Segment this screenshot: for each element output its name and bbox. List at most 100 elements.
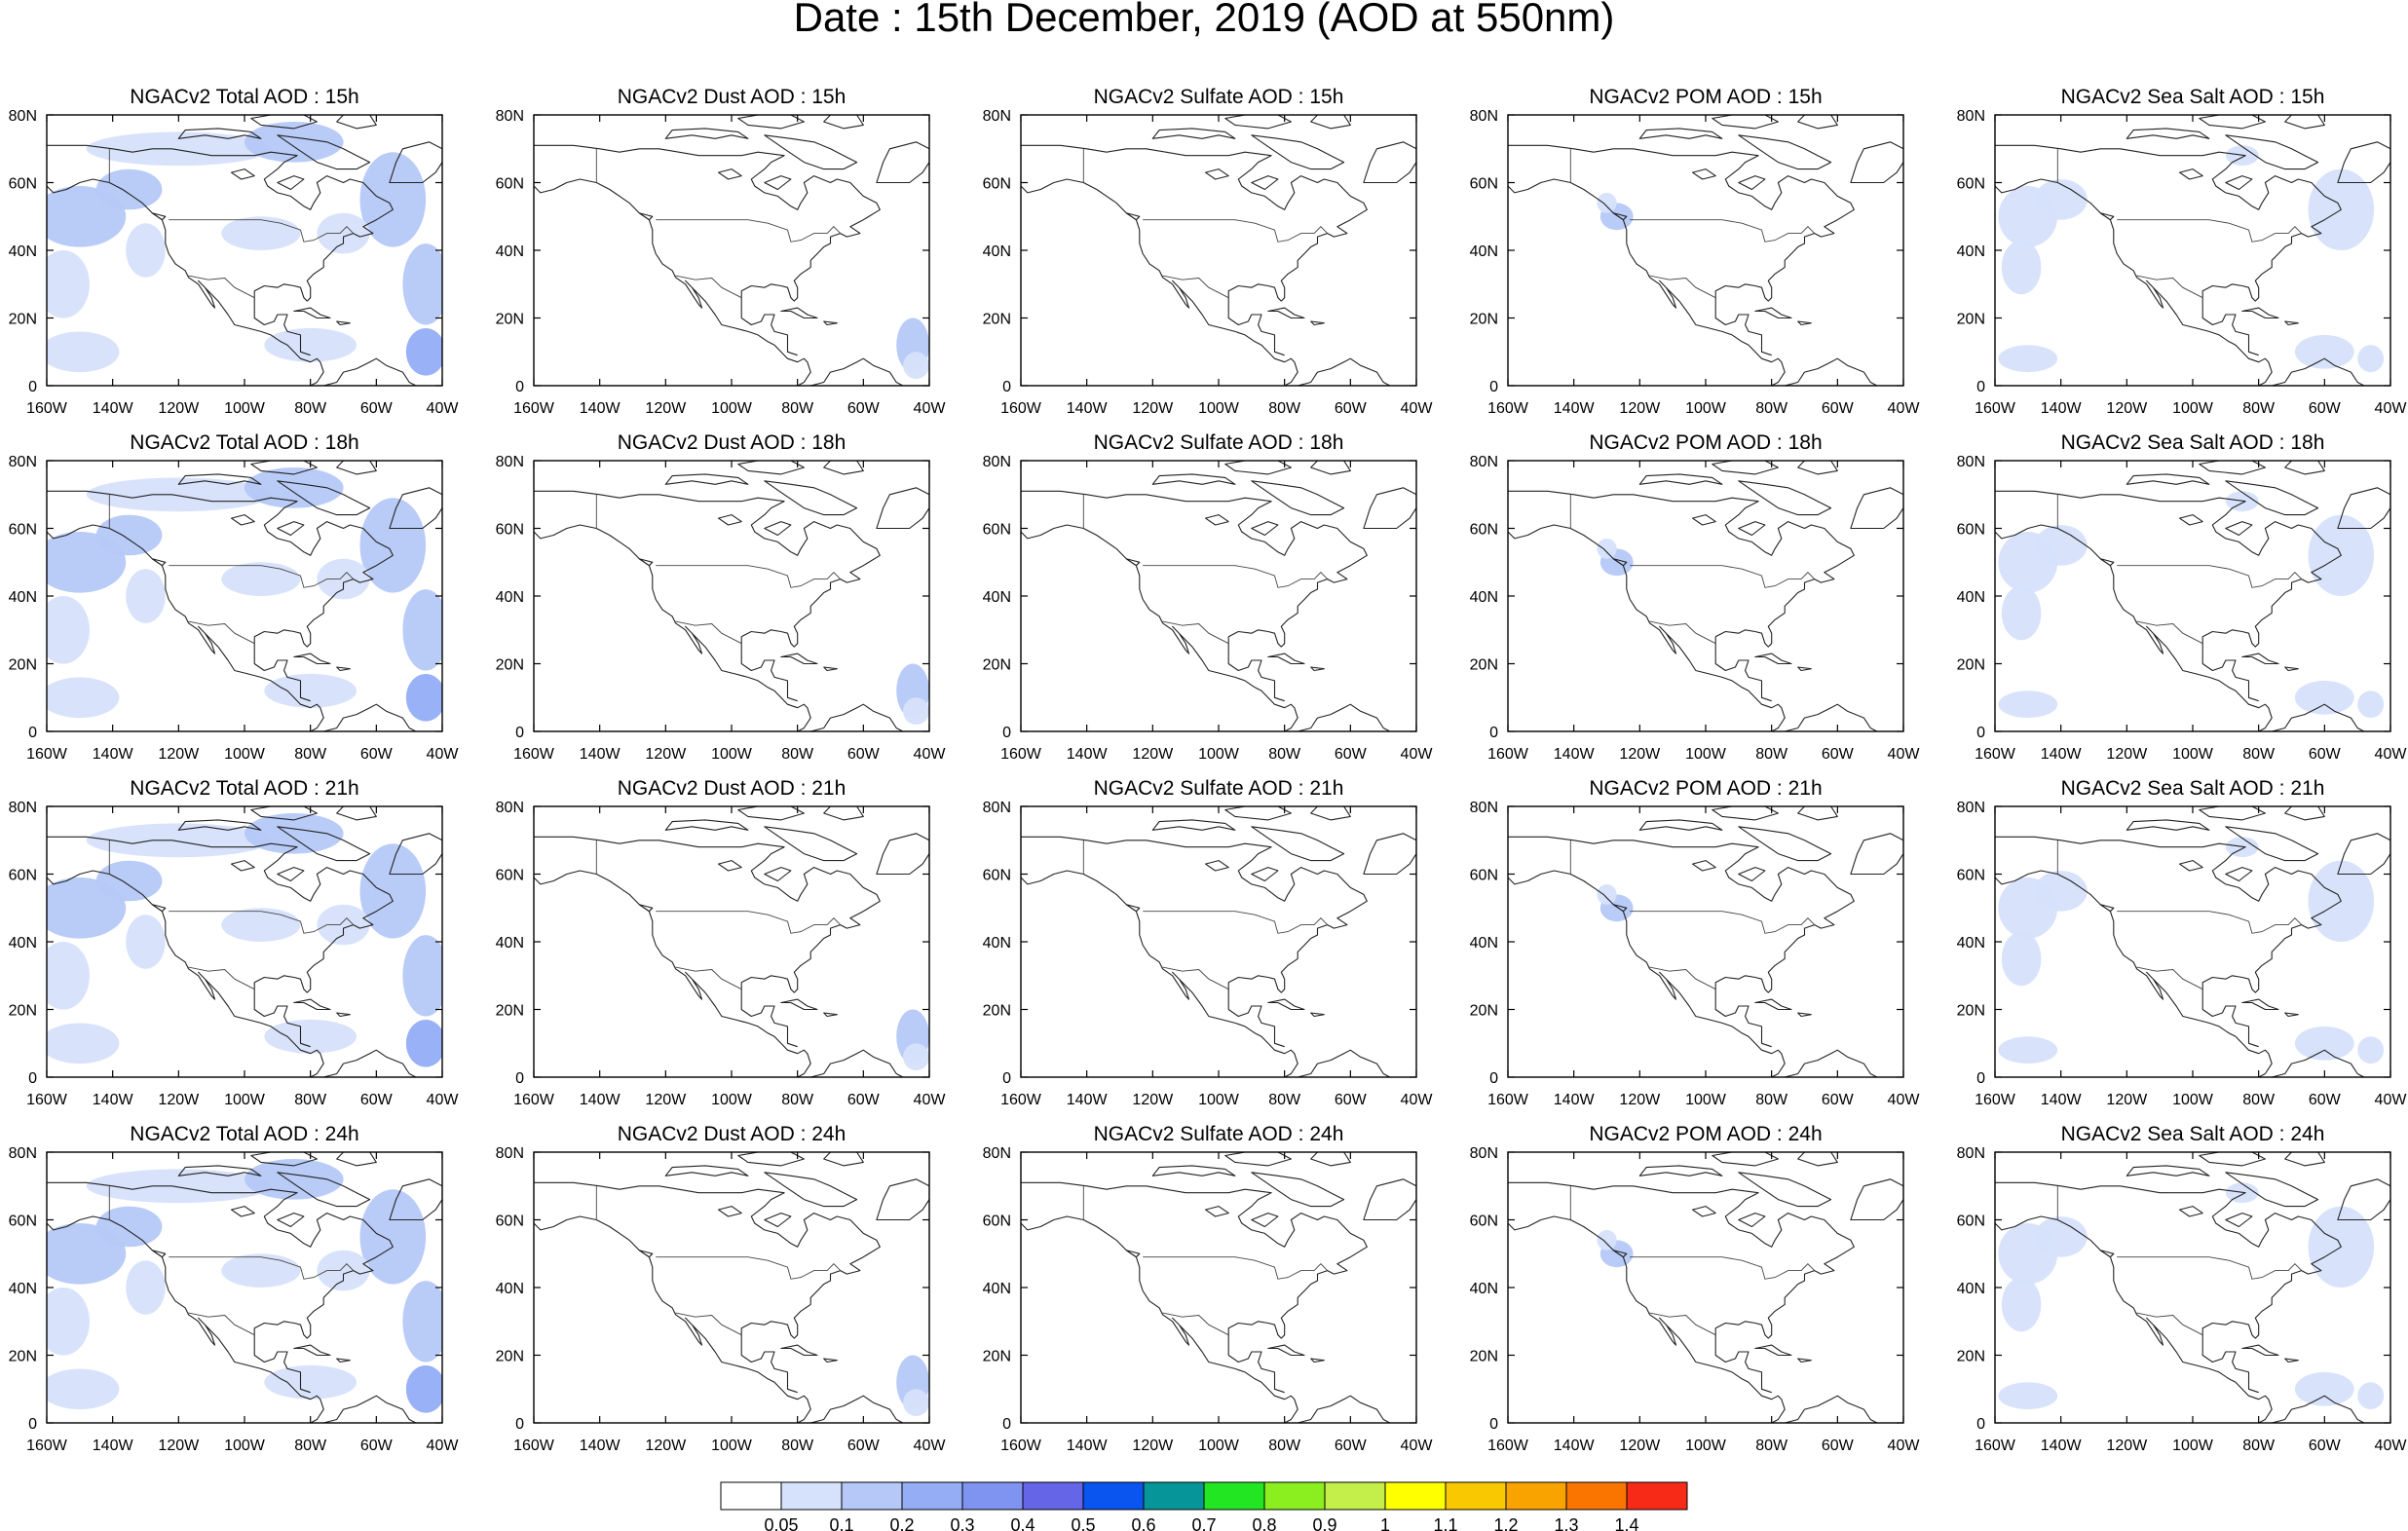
lat-tick-label: 80N [1470,800,1498,816]
country-border [2136,966,2203,990]
colorbar-label: 0.7 [1191,1515,1216,1531]
aod-region [903,697,929,726]
lon-tick-label: 80W [1755,746,1788,763]
island-outline [2284,666,2299,672]
map-panel-dust-18h: NGACv2 Dust AOD : 18h 160W 140W 120W 100W 80W… [496,431,947,763]
lon-tick-label: 60W [1335,1092,1368,1108]
colorbar-box [1565,1481,1628,1511]
lon-tick-label: 60W [1335,746,1368,763]
panel-title: NGACv2 Total AOD : 21h [130,777,358,800]
aod-region [47,1368,120,1410]
country-border [656,219,842,243]
lon-tick-label: 100W [2172,400,2214,417]
lon-tick-label: 40W [2375,1438,2408,1454]
colorbar-label: 0.8 [1252,1515,1276,1531]
lon-tick-label: 40W [1401,1092,1434,1108]
map-panel-total-15h: NGACv2 Total AOD : 15h 160W 140W 120W 100W 80… [9,86,460,417]
coastline [534,1181,881,1394]
island-outline [230,514,255,526]
lat-tick-label: 20N [496,312,524,328]
country-border [188,620,255,645]
lon-tick-label: 60W [847,1092,881,1108]
island-outline [1754,653,1792,665]
lon-tick-label: 120W [1132,1438,1174,1454]
colorbar-label: 0.6 [1131,1515,1155,1531]
lon-tick-label: 140W [93,1092,134,1108]
island-outline [2199,806,2266,821]
colorbar-label: 1.2 [1493,1515,1518,1531]
island-outline [1754,1344,1792,1357]
lon-tick-label: 40W [1401,400,1434,417]
island-outline [2126,473,2210,485]
aod-field [47,1152,442,1423]
lat-tick-label: 60N [496,868,524,884]
lat-tick-label: 40N [496,935,524,952]
island-outline [2178,168,2203,180]
lat-tick-label: 80N [983,800,1011,816]
lat-tick-label: 80N [496,454,524,470]
lat-tick-label: 20N [1470,1003,1498,1020]
aod-region [86,477,271,512]
aod-region [1597,539,1617,559]
colorbar-label: 0.5 [1071,1515,1095,1531]
colorbar-box [780,1481,843,1511]
lon-tick-label: 60W [360,1438,394,1454]
lat-tick-label: 0 [515,379,524,395]
lon-tick-label: 100W [1685,1438,1727,1454]
lat-tick-label: 20N [9,657,37,674]
island-outline [1797,115,1838,130]
aod-field [1508,806,1903,1077]
coastline [1508,490,1855,702]
aod-region [405,1020,442,1067]
aod-region [245,467,344,508]
island-outline [1612,1250,1628,1258]
aod-region [402,935,442,1017]
country-border [1143,219,1329,243]
colorbar-box [841,1481,903,1511]
island-outline [2241,307,2279,319]
lon-tick-label: 80W [1268,1438,1301,1454]
map-panel-sulfate-18h: NGACv2 Sulfate AOD : 18h 160W 140W 120W 100W… [983,431,1434,763]
island-outline [1754,307,1792,319]
aod-field [1021,806,1416,1077]
colorbar-box [1203,1481,1265,1511]
island-outline [1738,826,1832,862]
island-outline [2099,212,2115,221]
lat-tick-label: 60N [496,522,524,539]
lon-tick-label: 60W [847,400,881,417]
lon-tick-label: 140W [2041,400,2083,417]
aod-region [95,168,163,210]
aod-region [47,1288,90,1356]
lat-tick-label: 80N [496,800,524,816]
aod-field [1021,461,1416,731]
island-outline [1797,461,1838,475]
map-panel-dust-21h: NGACv2 Dust AOD : 21h 160W 140W 120W 100W 80W… [496,777,947,1108]
coastline [534,178,904,386]
lat-tick-label: 0 [28,1070,37,1087]
island-outline [717,1206,742,1217]
lon-tick-label: 80W [1755,1438,1788,1454]
aod-region [405,1365,442,1413]
aod-field [1995,461,2390,731]
island-outline [1797,1358,1812,1363]
lon-tick-label: 160W [1487,400,1529,417]
coastline [1995,836,2342,1048]
country-border [1649,275,1716,299]
map-panel-pom-24h: NGACv2 POM AOD : 24h 160W 140W 120W 100W 80W 6… [1470,1123,1921,1454]
island-outline [1797,666,1812,672]
island-outline [389,833,442,876]
lon-tick-label: 40W [1888,400,1921,417]
colorbar-label: 0.2 [889,1515,914,1531]
island-outline [1612,558,1628,567]
colorbar-label: 1.4 [1614,1515,1638,1531]
aod-region [2001,1277,2042,1332]
lat-tick-label: 20N [496,657,524,674]
lon-tick-label: 80W [781,1438,814,1454]
map-panel-total-21h: NGACv2 Total AOD : 21h 160W 140W 120W 100W 80… [9,777,460,1108]
lat-tick-label: 0 [515,725,524,741]
island-outline [1691,860,1716,872]
island-outline [1712,1152,1779,1167]
coastline [47,1215,417,1423]
island-outline [277,480,371,516]
lat-tick-label: 60N [1470,1214,1498,1230]
